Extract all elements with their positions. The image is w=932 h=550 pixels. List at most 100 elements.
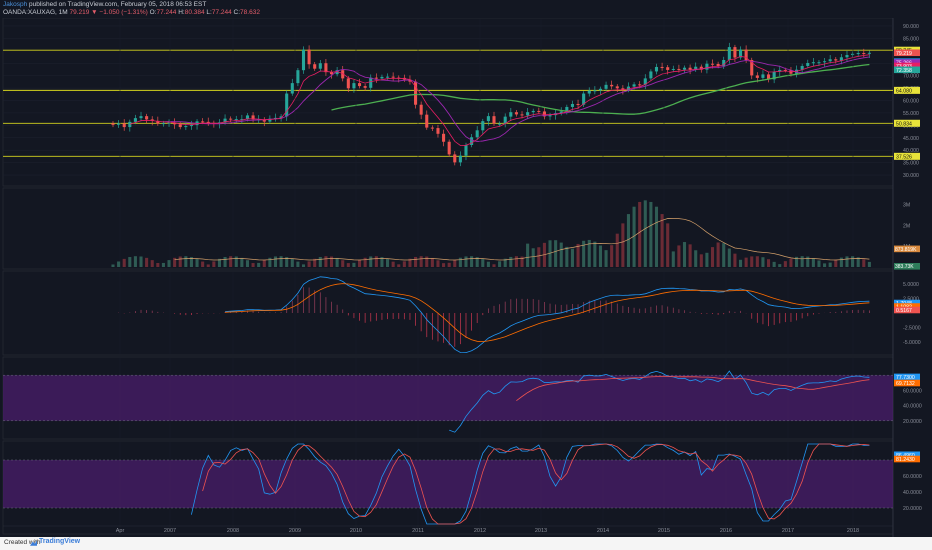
candle-body: [167, 122, 171, 124]
volume-bar: [615, 233, 619, 267]
volume-bar: [845, 256, 849, 267]
macd-badge-label: 0.5167: [896, 308, 912, 314]
volume-bar: [133, 256, 137, 267]
candle-body: [593, 90, 597, 92]
price-tick-label: 45.000: [903, 136, 919, 142]
candle-body: [565, 106, 569, 112]
publish-text: published on TradingView.com, February 0…: [29, 1, 207, 8]
volume-bar: [470, 256, 474, 267]
volume-bar: [671, 251, 675, 267]
rsi-badge: [894, 379, 920, 387]
candle-body: [184, 126, 188, 128]
candle-body: [800, 65, 804, 70]
candle-body: [699, 66, 703, 70]
volume-bar: [178, 256, 182, 267]
volume-bar: [150, 260, 154, 267]
candle-body: [604, 84, 608, 89]
x-tick-label: 2010: [350, 528, 362, 534]
panel-vol: [2, 187, 894, 270]
macd-badge: [894, 303, 920, 310]
last-price: 79.219 ▼ −1.050 (−1.31%): [69, 9, 148, 16]
volume-bar: [688, 244, 692, 267]
price-tick-label: 60.000: [903, 99, 919, 105]
rsi-tick-label: 40.0000: [903, 404, 922, 410]
volume-bar: [464, 256, 468, 267]
candle-body: [806, 62, 810, 66]
candle-body: [795, 69, 799, 74]
level-badge-label: 50.834: [896, 121, 912, 127]
volume-bar: [402, 261, 406, 267]
volume-bar: [346, 263, 350, 267]
candle-body: [380, 76, 384, 79]
author-link[interactable]: Jakosph: [3, 1, 28, 8]
volume-bar: [778, 264, 782, 267]
price-badge-label: 72.358: [896, 68, 912, 74]
volume-bar: [145, 257, 149, 267]
candle-body: [632, 84, 636, 87]
volume-bar: [856, 257, 860, 267]
x-tick-label: 2009: [289, 528, 301, 534]
candle-body: [318, 63, 322, 69]
candle-body: [122, 123, 126, 128]
candle-body: [862, 53, 866, 55]
rsi-ma-line: [516, 375, 870, 402]
volume-bar: [626, 214, 631, 267]
volume-bar: [699, 254, 703, 267]
level-badge-label: 37.526: [896, 154, 912, 160]
volume-bar: [475, 257, 479, 267]
candle-body: [570, 103, 574, 107]
stoch-tick-label: 40.0000: [903, 490, 922, 496]
rsi-badge: [894, 373, 920, 381]
volume-bar: [862, 259, 866, 267]
volume-bar: [559, 242, 563, 267]
candle-body: [189, 125, 193, 127]
volume-bar: [677, 245, 681, 267]
x-tick-label: 2016: [720, 528, 732, 534]
volume-bar: [654, 206, 659, 267]
tradingview-brand[interactable]: TradingView: [39, 538, 81, 545]
volume-bar: [240, 257, 244, 267]
volume-bar: [419, 256, 423, 267]
candle-body: [145, 116, 149, 120]
candle-body: [851, 53, 855, 56]
volume-bar: [649, 201, 653, 267]
candle-body: [671, 68, 675, 70]
candle-body: [677, 68, 681, 70]
chart-area[interactable]: 90.00085.00075.00070.00065.00060.00055.0…: [0, 18, 932, 537]
price-tick-label: 70.000: [903, 74, 919, 80]
x-tick-label: 2008: [227, 528, 239, 534]
candle-body: [660, 66, 664, 68]
candle-body: [442, 133, 446, 142]
candle-body: [285, 93, 289, 117]
footer: Created with TradingView: [0, 537, 932, 550]
volume-bar: [828, 262, 832, 267]
volume-bar: [173, 257, 177, 267]
volume-bar: [744, 257, 748, 267]
candle-body: [245, 115, 250, 120]
candle-body: [369, 77, 373, 88]
level-badge: [894, 119, 920, 127]
candle-body: [828, 59, 832, 62]
volume-bar: [509, 256, 513, 267]
volume-bar: [212, 261, 216, 267]
candle-body: [856, 53, 860, 55]
volume-bar: [363, 257, 367, 267]
candle-body: [509, 112, 513, 117]
stoch-badge: [894, 455, 920, 463]
macd-tick-label: 5.0000: [903, 282, 919, 288]
volume-bar: [621, 223, 625, 267]
candle-body: [414, 81, 418, 105]
volume-bar: [632, 206, 636, 267]
candle-body: [621, 88, 625, 91]
created-with-text: Created with: [4, 539, 41, 546]
candle-body: [649, 71, 653, 79]
candle-body: [767, 74, 771, 80]
volume-bar: [817, 260, 821, 267]
volume-bar: [352, 262, 356, 267]
candle-body: [559, 111, 563, 114]
candle-body: [654, 66, 659, 72]
volume-bar: [324, 256, 328, 267]
volume-bar: [867, 261, 871, 267]
symbol-label[interactable]: OANDA:XAUXAG, 1M: [3, 9, 68, 16]
candle-body: [436, 128, 440, 134]
